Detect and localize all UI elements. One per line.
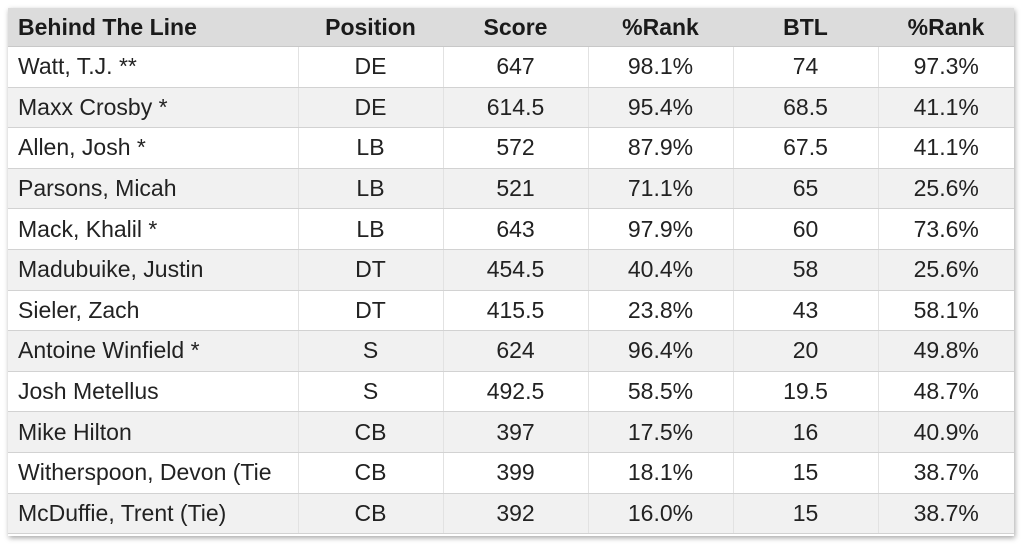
- cell-position: S: [297, 330, 443, 372]
- cell-position: CB: [297, 411, 443, 453]
- cell-name: Sieler, Zach: [8, 290, 298, 332]
- table-row: Mack, Khalil * LB 643 97.9% 60 73.6%: [8, 208, 1014, 250]
- cell-btl: 15: [732, 493, 878, 535]
- cell-score-rank: 16.0%: [587, 493, 733, 535]
- cell-name: Watt, T.J. **: [8, 46, 298, 88]
- cell-score: 454.5: [442, 249, 588, 291]
- cell-score-rank: 71.1%: [587, 168, 733, 210]
- cell-btl-rank: 97.3%: [877, 46, 1014, 88]
- cell-score: 521: [442, 168, 588, 210]
- cell-position: LB: [297, 127, 443, 169]
- header-score-rank: %Rank: [588, 8, 733, 47]
- cell-btl-rank: 38.7%: [877, 493, 1014, 535]
- cell-name: Maxx Crosby *: [8, 87, 298, 129]
- table-row: Mike Hilton CB 397 17.5% 16 40.9%: [8, 411, 1014, 453]
- cell-score: 392: [442, 493, 588, 535]
- cell-score-rank: 98.1%: [587, 46, 733, 88]
- cell-score: 397: [442, 411, 588, 453]
- cell-btl-rank: 25.6%: [877, 249, 1014, 291]
- cell-score-rank: 97.9%: [587, 208, 733, 250]
- table-row: Antoine Winfield * S 624 96.4% 20 49.8%: [8, 330, 1014, 372]
- cell-score: 643: [442, 208, 588, 250]
- table-container: Behind The Line Position Score %Rank BTL…: [8, 8, 1014, 536]
- cell-name: Mack, Khalil *: [8, 208, 298, 250]
- cell-score: 614.5: [442, 87, 588, 129]
- cell-position: CB: [297, 493, 443, 535]
- cell-btl-rank: 49.8%: [877, 330, 1014, 372]
- header-row: Behind The Line Position Score %Rank BTL…: [8, 8, 1014, 47]
- cell-position: CB: [297, 452, 443, 494]
- cell-name: Parsons, Micah: [8, 168, 298, 210]
- cell-score-rank: 18.1%: [587, 452, 733, 494]
- table-row: Parsons, Micah LB 521 71.1% 65 25.6%: [8, 168, 1014, 210]
- cell-name: Josh Metellus: [8, 371, 298, 413]
- cell-position: DE: [297, 87, 443, 129]
- table-row: Allen, Josh * LB 572 87.9% 67.5 41.1%: [8, 127, 1014, 169]
- cell-btl: 15: [732, 452, 878, 494]
- cell-name: Witherspoon, Devon (Tie: [8, 452, 298, 494]
- cell-score-rank: 95.4%: [587, 87, 733, 129]
- cell-name: Mike Hilton: [8, 411, 298, 453]
- table-row: Sieler, Zach DT 415.5 23.8% 43 58.1%: [8, 290, 1014, 332]
- header-score: Score: [443, 8, 588, 47]
- table-row: Witherspoon, Devon (Tie CB 399 18.1% 15 38.7%: [8, 452, 1014, 494]
- table-row: McDuffie, Trent (Tie) CB 392 16.0% 15 38.7%: [8, 493, 1014, 535]
- cell-btl-rank: 41.1%: [877, 87, 1014, 129]
- cell-btl: 60: [732, 208, 878, 250]
- cell-position: DE: [297, 46, 443, 88]
- table-row: Madubuike, Justin DT 454.5 40.4% 58 25.6%: [8, 249, 1014, 291]
- cell-btl: 65: [732, 168, 878, 210]
- table-row: Josh Metellus S 492.5 58.5% 19.5 48.7%: [8, 371, 1014, 413]
- cell-btl: 43: [732, 290, 878, 332]
- cell-position: DT: [297, 249, 443, 291]
- cell-btl: 19.5: [732, 371, 878, 413]
- cell-score: 415.5: [442, 290, 588, 332]
- cell-btl-rank: 25.6%: [877, 168, 1014, 210]
- cell-btl: 68.5: [732, 87, 878, 129]
- cell-name: McDuffie, Trent (Tie): [8, 493, 298, 535]
- cell-btl: 74: [732, 46, 878, 88]
- cell-score: 399: [442, 452, 588, 494]
- cell-score-rank: 58.5%: [587, 371, 733, 413]
- cell-score: 647: [442, 46, 588, 88]
- cell-btl: 20: [732, 330, 878, 372]
- cell-name: Madubuike, Justin: [8, 249, 298, 291]
- cell-score-rank: 17.5%: [587, 411, 733, 453]
- cell-score-rank: 23.8%: [587, 290, 733, 332]
- cell-position: S: [297, 371, 443, 413]
- table-row: Watt, T.J. ** DE 647 98.1% 74 97.3%: [8, 46, 1014, 88]
- cell-score-rank: 96.4%: [587, 330, 733, 372]
- cell-name: Antoine Winfield *: [8, 330, 298, 372]
- header-position: Position: [298, 8, 443, 47]
- cell-score-rank: 40.4%: [587, 249, 733, 291]
- header-name: Behind The Line: [8, 8, 298, 47]
- header-btl: BTL: [733, 8, 878, 47]
- cell-btl-rank: 40.9%: [877, 411, 1014, 453]
- header-btl-rank: %Rank: [878, 8, 1014, 47]
- cell-btl-rank: 41.1%: [877, 127, 1014, 169]
- cell-score: 572: [442, 127, 588, 169]
- cell-btl-rank: 48.7%: [877, 371, 1014, 413]
- cell-position: LB: [297, 208, 443, 250]
- cell-score: 492.5: [442, 371, 588, 413]
- cell-score-rank: 87.9%: [587, 127, 733, 169]
- cell-btl: 16: [732, 411, 878, 453]
- cell-name: Allen, Josh *: [8, 127, 298, 169]
- cell-btl-rank: 38.7%: [877, 452, 1014, 494]
- cell-btl-rank: 58.1%: [877, 290, 1014, 332]
- cell-btl: 58: [732, 249, 878, 291]
- table-row: Maxx Crosby * DE 614.5 95.4% 68.5 41.1%: [8, 87, 1014, 129]
- cell-btl: 67.5: [732, 127, 878, 169]
- cell-score: 624: [442, 330, 588, 372]
- cell-position: DT: [297, 290, 443, 332]
- cell-btl-rank: 73.6%: [877, 208, 1014, 250]
- cell-position: LB: [297, 168, 443, 210]
- btl-table: Behind The Line Position Score %Rank BTL…: [8, 8, 1014, 535]
